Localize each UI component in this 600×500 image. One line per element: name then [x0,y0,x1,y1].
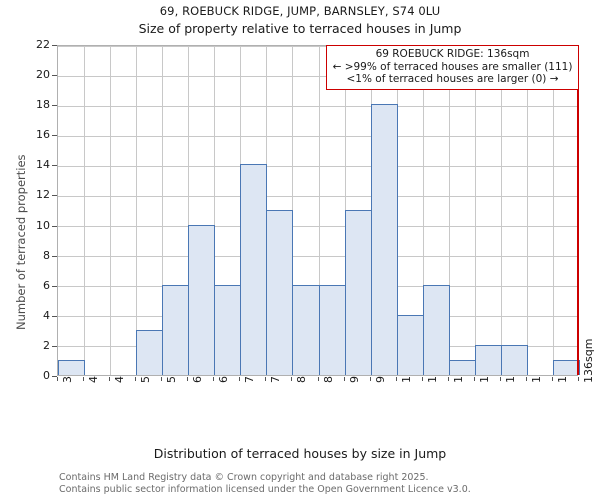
gridline-vertical [319,46,320,375]
y-axis-tick-label: 12 [36,188,50,202]
property-callout-box: 69 ROEBUCK RIDGE: 136sqm ← >99% of terra… [326,45,579,90]
x-axis-tick [135,377,136,381]
histogram-bar [188,224,215,375]
gridline-horizontal [58,165,577,167]
gridline-horizontal [58,256,577,258]
y-axis-tick [52,225,57,227]
y-axis-tick [52,165,57,167]
x-axis-tick [265,377,266,381]
histogram-bar [553,359,580,375]
gridline-vertical [475,46,476,375]
histogram-bar [292,284,320,375]
y-axis-tick-label: 20 [36,68,50,82]
gridline-horizontal [58,75,577,77]
x-axis-tick [448,377,449,381]
y-axis-tick [52,135,57,137]
x-axis-tick-label: 136sqm [582,338,595,383]
x-axis-tick [187,377,188,381]
y-axis-tick-label: 4 [43,308,50,322]
x-axis-tick [318,377,319,381]
gridline-vertical [188,46,189,375]
histogram-bar [371,104,398,375]
gridline-vertical [423,46,424,375]
x-axis-tick [83,377,84,381]
x-axis-tick [578,377,579,381]
callout-line-smaller: ← >99% of terraced houses are smaller (1… [332,60,573,73]
x-axis-tick [526,377,527,381]
histogram-bar [240,164,267,375]
gridline-vertical [527,46,528,375]
callout-line-larger: <1% of terraced houses are larger (0) → [346,73,559,86]
gridline-horizontal [58,45,577,47]
attribution-footer: Contains HM Land Registry data © Crown c… [59,472,579,495]
y-axis-tick-label: 16 [36,128,50,142]
histogram-bar [266,209,293,375]
x-axis-tick [396,377,397,381]
histogram-bar [397,314,424,375]
y-axis-tick [52,376,57,377]
histogram-bar [449,359,476,375]
y-axis-tick-label: 0 [43,369,50,382]
gridline-horizontal [58,195,577,197]
x-axis-tick [474,377,475,381]
histogram-bar [319,284,346,375]
x-axis-tick [109,377,110,381]
y-axis-tick [52,345,57,347]
histogram-bar [58,359,85,375]
y-axis-tick-label: 10 [36,218,50,232]
y-axis-tick [52,195,57,197]
y-axis-tick-label: 18 [36,98,50,112]
x-axis-tick [161,377,162,381]
y-axis-tick-label: 2 [43,338,50,352]
y-axis-tick-label: 8 [43,248,50,262]
y-axis-title: Number of terraced properties [14,154,28,330]
property-size-marker-line [577,46,579,375]
x-axis-tick [500,377,501,381]
footer-line-2: Contains public sector information licen… [59,483,471,495]
gridline-vertical [110,46,111,375]
x-axis-tick [422,377,423,381]
x-axis-tick [213,377,214,381]
x-axis-tick [370,377,371,381]
histogram-bar [475,344,502,375]
footer-line-1: Contains HM Land Registry data © Crown c… [59,472,429,483]
y-axis-tick [52,255,57,257]
gridline-vertical [553,46,554,375]
gridline-vertical [449,46,450,375]
x-axis-title: Distribution of terraced houses by size … [153,446,447,461]
x-axis-tick [239,377,240,381]
gridline-horizontal [58,105,577,107]
chart-subtitle: Size of property relative to terraced ho… [138,21,462,36]
histogram-bar [345,209,372,375]
y-axis-tick [52,105,57,107]
chart-title: 69, ROEBUCK RIDGE, JUMP, BARNSLEY, S74 0… [159,4,441,18]
gridline-vertical [214,46,215,375]
histogram-bar [214,284,241,375]
y-axis-tick-label: 22 [36,38,50,51]
y-axis-tick [52,315,57,317]
histogram-bar [162,284,189,375]
x-axis-tick [291,377,292,381]
gridline-vertical [501,46,502,375]
y-axis-tick [52,75,57,77]
gridline-vertical [136,46,137,375]
histogram-bar [501,344,528,375]
plot-area [57,45,580,376]
x-axis-tick [552,377,553,381]
gridline-horizontal [58,226,577,228]
histogram-bar [136,329,163,375]
x-axis-tick [57,377,58,381]
x-axis-tick [344,377,345,381]
histogram-bar [423,284,450,375]
y-axis-tick [52,285,57,287]
gridline-vertical [162,46,163,375]
gridline-vertical [84,46,85,375]
y-axis-tick [52,45,57,46]
gridline-horizontal [58,135,577,137]
y-axis-tick-label: 14 [36,158,50,172]
callout-line-property: 69 ROEBUCK RIDGE: 136sqm [375,48,530,60]
y-axis-tick-label: 6 [43,278,50,292]
